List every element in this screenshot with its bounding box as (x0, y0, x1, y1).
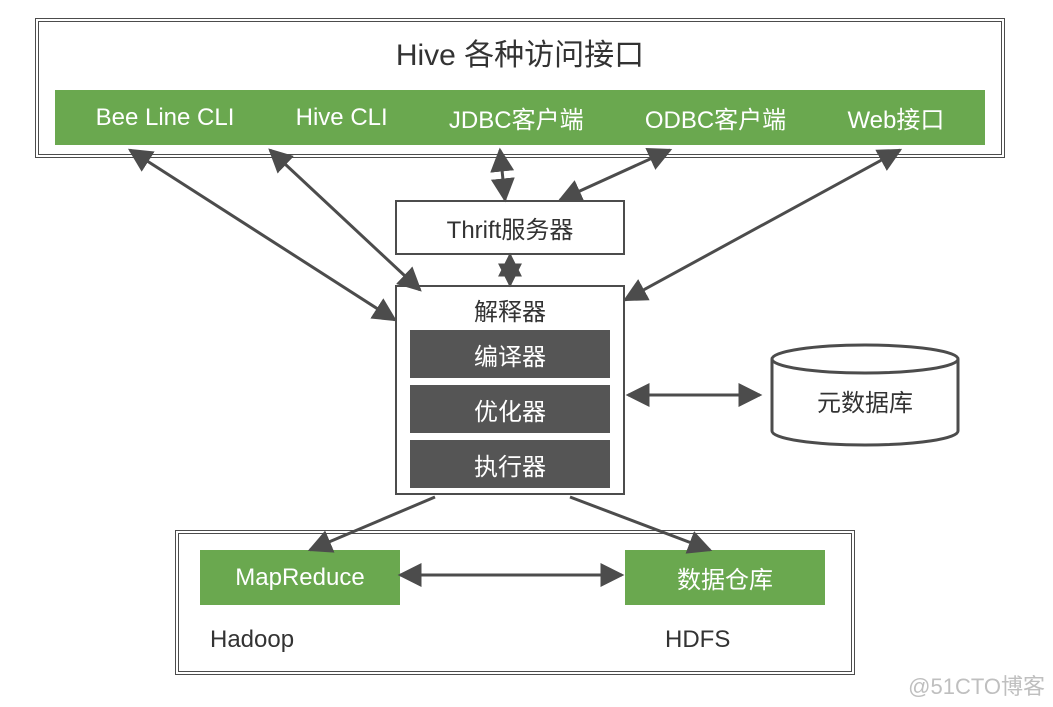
access-interfaces-bar: Bee Line CLI Hive CLI JDBC客户端 ODBC客户端 We… (55, 90, 985, 145)
iface-hivecli: Hive CLI (296, 104, 388, 132)
interp-compiler: 编译器 (410, 330, 610, 378)
interpreter-title: 解释器 (397, 289, 623, 329)
interp-executor: 执行器 (410, 440, 610, 488)
iface-web: Web接口 (847, 100, 944, 135)
hadoop-caption: Hadoop (210, 620, 410, 660)
hdfs-caption: HDFS (665, 620, 815, 660)
datawarehouse-box: 数据仓库 (625, 550, 825, 605)
mapreduce-box: MapReduce (200, 550, 400, 605)
hive-access-title: Hive 各种访问接口 (39, 28, 1001, 76)
thrift-server-box: Thrift服务器 (395, 200, 625, 255)
watermark: @51CTO博客 (908, 669, 1045, 701)
iface-odbc: ODBC客户端 (645, 100, 786, 135)
metadb-label: 元数据库 (770, 345, 960, 445)
iface-beeline: Bee Line CLI (96, 104, 235, 132)
iface-jdbc: JDBC客户端 (449, 100, 584, 135)
interp-optimizer: 优化器 (410, 385, 610, 433)
